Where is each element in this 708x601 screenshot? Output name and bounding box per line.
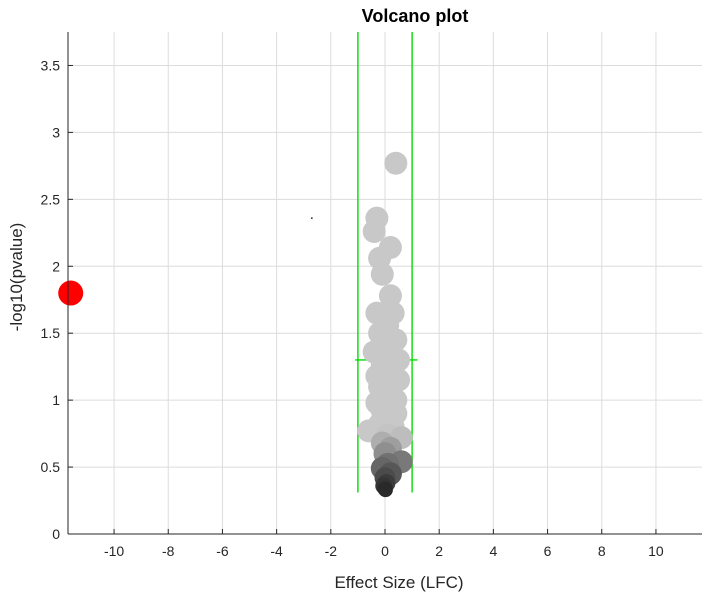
x-tick-label: -10 xyxy=(104,543,124,559)
data-point xyxy=(384,151,408,175)
x-tick-label: 2 xyxy=(435,543,443,559)
y-tick-label: 0 xyxy=(52,526,60,542)
data-point xyxy=(370,262,394,286)
chart-title: Volcano plot xyxy=(362,6,469,26)
x-axis-label: Effect Size (LFC) xyxy=(334,573,463,592)
data-point xyxy=(311,217,313,219)
x-tick-label: 8 xyxy=(598,543,606,559)
x-tick-label: -4 xyxy=(270,543,283,559)
x-tick-label: 4 xyxy=(489,543,497,559)
data-point xyxy=(362,219,386,243)
y-tick-label: 3 xyxy=(52,124,60,140)
x-tick-label: -2 xyxy=(325,543,338,559)
x-tick-label: -8 xyxy=(162,543,175,559)
axes xyxy=(67,32,702,535)
x-tick-label: 0 xyxy=(381,543,389,559)
y-axis-label: -log10(pvalue) xyxy=(7,223,26,332)
data-point xyxy=(378,284,402,308)
x-tick-label: -6 xyxy=(216,543,229,559)
y-tick-label: 2 xyxy=(52,258,60,274)
data-points xyxy=(58,151,413,498)
y-tick-label: 1 xyxy=(52,392,60,408)
y-tick-labels: 0 0.5 1 1.5 2 2.5 3 3.5 xyxy=(41,57,61,542)
x-tick-labels: -10 -8 -6 -4 -2 0 2 4 6 8 10 xyxy=(104,543,664,559)
data-point xyxy=(58,280,84,306)
y-tick-label: 1.5 xyxy=(41,325,61,341)
data-point xyxy=(378,482,393,498)
x-tick-label: 10 xyxy=(648,543,664,559)
y-tick-label: 2.5 xyxy=(41,191,61,207)
y-tick-label: 0.5 xyxy=(41,459,61,475)
y-tick-label: 3.5 xyxy=(41,57,61,73)
x-tick-label: 6 xyxy=(544,543,552,559)
